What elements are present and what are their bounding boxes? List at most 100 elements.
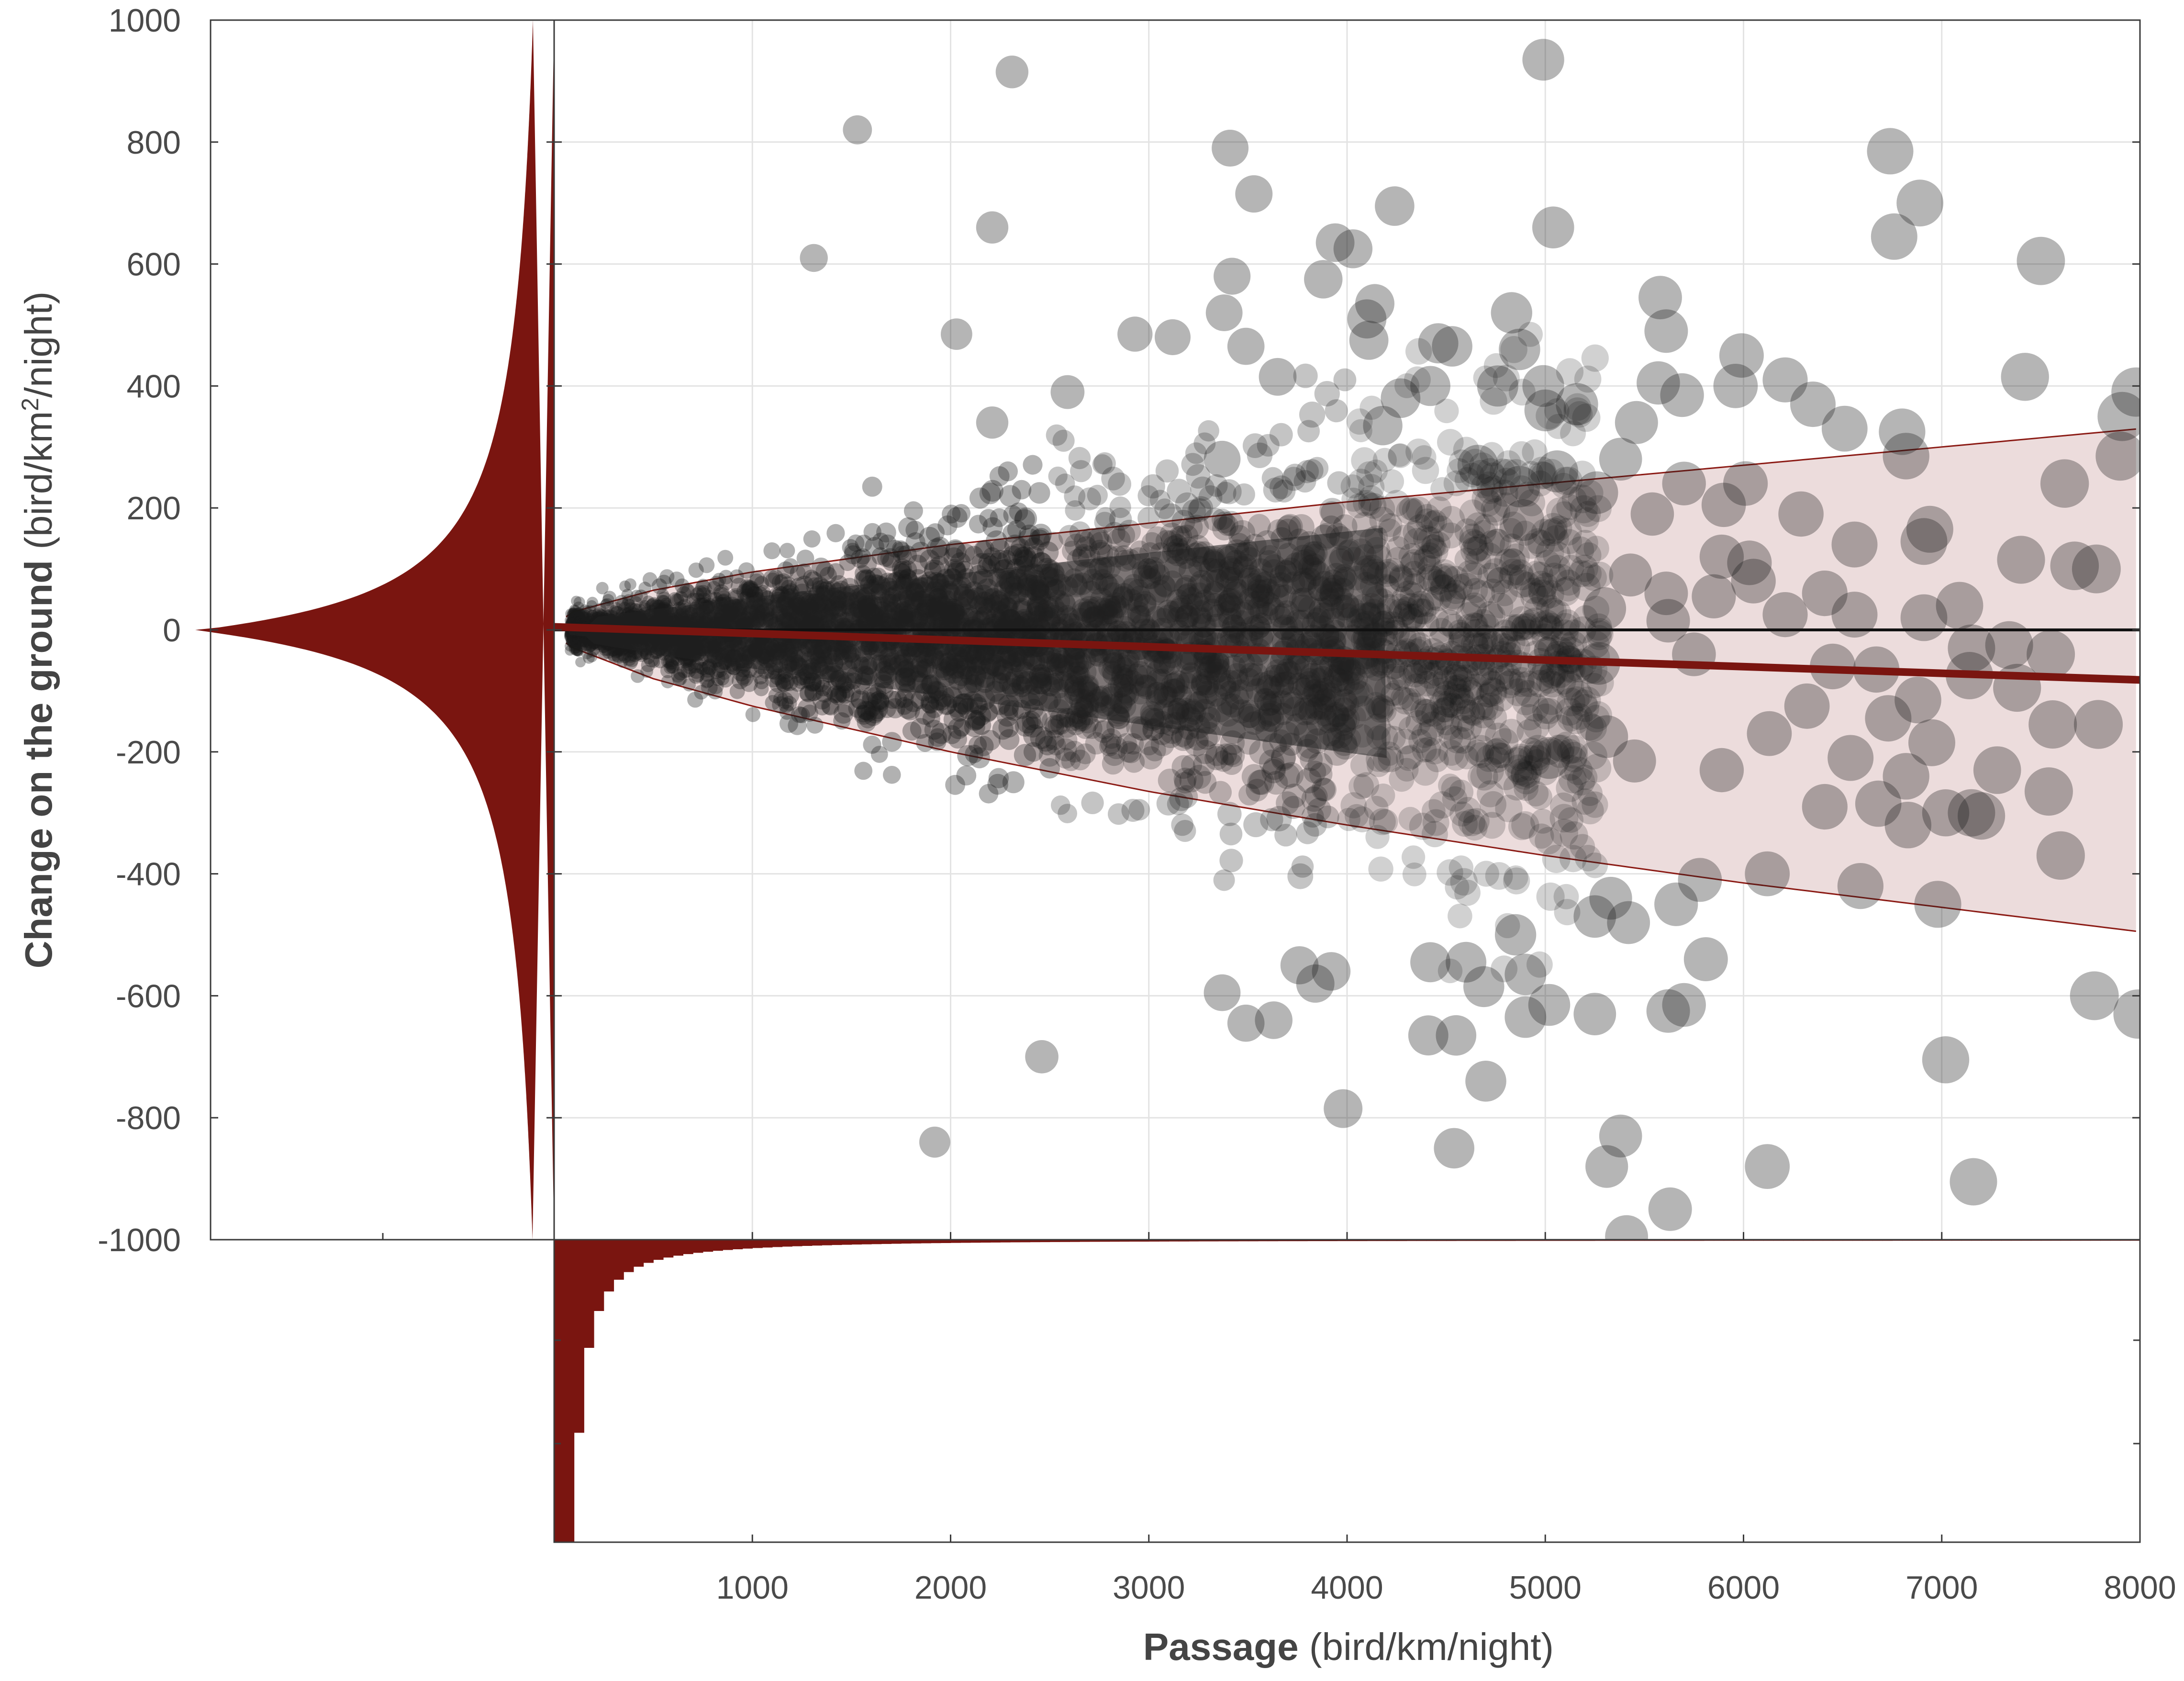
cloud-point bbox=[830, 685, 847, 702]
data-point bbox=[2072, 544, 2121, 594]
cloud-point bbox=[580, 647, 593, 660]
cloud-point bbox=[1427, 516, 1455, 542]
cloud-point bbox=[568, 639, 577, 648]
cloud-point bbox=[1507, 559, 1533, 586]
cloud-point bbox=[1543, 541, 1571, 569]
cloud-point bbox=[1173, 767, 1197, 791]
cloud-point bbox=[1567, 767, 1595, 796]
cloud-point bbox=[1065, 713, 1087, 736]
cloud-point bbox=[902, 721, 922, 741]
cloud-point bbox=[584, 640, 596, 652]
cloud-point bbox=[999, 485, 1021, 507]
cloud-point bbox=[1038, 744, 1061, 767]
data-point bbox=[1296, 964, 1335, 1003]
cloud-point bbox=[1494, 663, 1521, 690]
cloud-point bbox=[1426, 496, 1452, 522]
cloud-point bbox=[730, 577, 748, 595]
data-point bbox=[2050, 541, 2099, 590]
cloud-point bbox=[688, 668, 704, 684]
cloud-point bbox=[602, 645, 615, 659]
cloud-point bbox=[1220, 743, 1242, 766]
cloud-point bbox=[1175, 525, 1199, 548]
cloud-point bbox=[1504, 754, 1533, 783]
cloud-point bbox=[1527, 951, 1553, 978]
cloud-point bbox=[1079, 528, 1103, 551]
cloud-point bbox=[708, 662, 725, 679]
cloud-point bbox=[1533, 703, 1559, 729]
cloud-point bbox=[1394, 596, 1419, 622]
cloud-point bbox=[1403, 520, 1427, 545]
cloud-point bbox=[1467, 580, 1495, 608]
cloud-point bbox=[1509, 671, 1535, 697]
trend-lines bbox=[554, 623, 2140, 684]
cloud-point bbox=[1473, 514, 1498, 539]
cloud-point bbox=[1531, 519, 1559, 547]
data-points bbox=[800, 39, 2140, 1240]
x-axis-title-unit: (bird/km/night) bbox=[1299, 1625, 1554, 1668]
cloud-point bbox=[1014, 509, 1035, 530]
cloud-point bbox=[1301, 805, 1324, 828]
cloud-point bbox=[1031, 527, 1051, 548]
cloud-point bbox=[948, 729, 967, 749]
data-point bbox=[1528, 737, 1571, 779]
cloud-point bbox=[1537, 614, 1562, 640]
cloud-point bbox=[1518, 533, 1544, 559]
cloud-point bbox=[1544, 398, 1570, 424]
cloud-point bbox=[1538, 687, 1565, 715]
cloud-point bbox=[1500, 548, 1526, 573]
cloud-point bbox=[1081, 717, 1103, 739]
cloud-point bbox=[1476, 757, 1504, 785]
cloud-point bbox=[1262, 757, 1286, 780]
cloud-point bbox=[1380, 469, 1404, 494]
cloud-point bbox=[1468, 633, 1493, 658]
cloud-point bbox=[1276, 518, 1299, 541]
cloud-point bbox=[663, 653, 679, 670]
cloud-point bbox=[973, 736, 994, 756]
cloud-point bbox=[621, 589, 634, 601]
cloud-point bbox=[1414, 699, 1438, 723]
cloud-point bbox=[1009, 502, 1028, 522]
cloud-point bbox=[702, 590, 718, 605]
cloud-point bbox=[1567, 536, 1594, 564]
cloud-point bbox=[1503, 773, 1530, 801]
cloud-point bbox=[854, 705, 872, 723]
cloud-point bbox=[1582, 852, 1608, 878]
cloud-point bbox=[1395, 580, 1422, 607]
cloud-point bbox=[953, 718, 971, 737]
cloud-point bbox=[1389, 766, 1415, 792]
cloud-point bbox=[1476, 471, 1501, 497]
cloud-point bbox=[1563, 397, 1592, 426]
cloud-point bbox=[1351, 447, 1378, 474]
cloud-point bbox=[1514, 680, 1542, 707]
cloud-point bbox=[695, 580, 712, 597]
data-point bbox=[1865, 695, 1912, 742]
cloud-point bbox=[871, 693, 889, 711]
cloud-point bbox=[1402, 692, 1427, 717]
cloud-point bbox=[1059, 525, 1081, 547]
x-tick-label: 2000 bbox=[914, 1569, 987, 1606]
x-histogram-bar bbox=[1139, 1240, 1149, 1242]
cloud-point bbox=[910, 541, 931, 563]
cloud-point bbox=[964, 709, 986, 731]
data-point bbox=[1883, 433, 1929, 480]
cloud-point bbox=[800, 684, 817, 703]
cloud-point bbox=[1536, 580, 1564, 608]
cloud-point bbox=[1412, 738, 1437, 762]
cloud-point bbox=[1414, 545, 1441, 572]
x-histogram-bar bbox=[633, 1240, 644, 1267]
cloud-point bbox=[1050, 714, 1071, 735]
data-point bbox=[1778, 491, 1824, 537]
cloud-point bbox=[1358, 485, 1384, 512]
cloud-point bbox=[1536, 538, 1564, 568]
cloud-point bbox=[1387, 707, 1411, 731]
cloud-point bbox=[793, 706, 810, 723]
x-histogram-bar bbox=[792, 1240, 802, 1246]
cloud-point bbox=[729, 684, 745, 699]
cloud-point bbox=[988, 768, 1009, 788]
cloud-point bbox=[568, 611, 581, 624]
cloud-point bbox=[997, 549, 1016, 569]
cloud-point bbox=[1460, 595, 1487, 621]
cloud-point bbox=[1526, 670, 1554, 697]
data-point bbox=[1914, 881, 1961, 928]
